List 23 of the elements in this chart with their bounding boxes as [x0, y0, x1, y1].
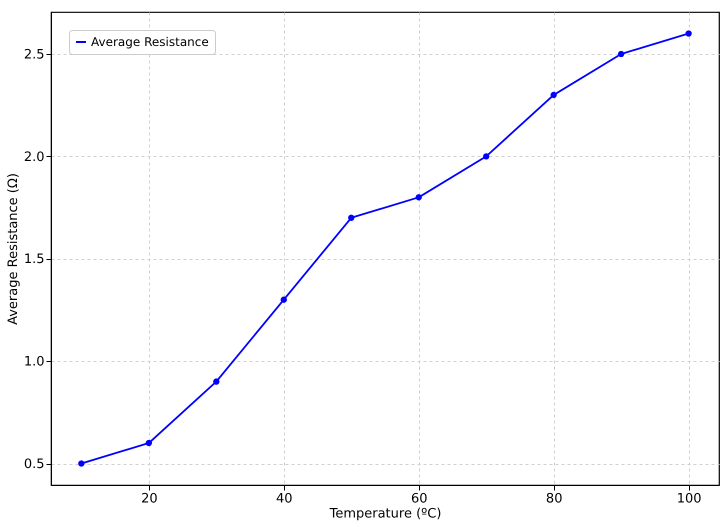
point [280, 296, 287, 303]
x-axis-title: Temperature (ºC) [328, 506, 442, 522]
legend-label: Average Resistance [91, 35, 209, 49]
x-tick-label: 100 [676, 492, 702, 506]
y-tick-label: 1.5 [24, 252, 44, 268]
x-tick-label: 40 [276, 492, 293, 506]
y-tick-label: 2.5 [24, 47, 44, 62]
y-tick-label: 0.5 [24, 457, 44, 472]
point [550, 92, 557, 98]
point [213, 378, 220, 385]
y-axis-title: Average Resistance (Ω) [6, 173, 21, 325]
point [483, 153, 490, 160]
point [416, 194, 422, 200]
y-tick-label: 2.0 [24, 150, 44, 165]
point [146, 440, 152, 446]
point [618, 50, 624, 58]
x-tick-label: 60 [410, 492, 428, 506]
point [78, 460, 85, 467]
x-tick-label: 80 [546, 492, 562, 506]
point [685, 30, 692, 37]
point [348, 214, 354, 221]
x-tick-label: 20 [141, 492, 158, 506]
y-tick-label: 1.0 [24, 354, 44, 370]
